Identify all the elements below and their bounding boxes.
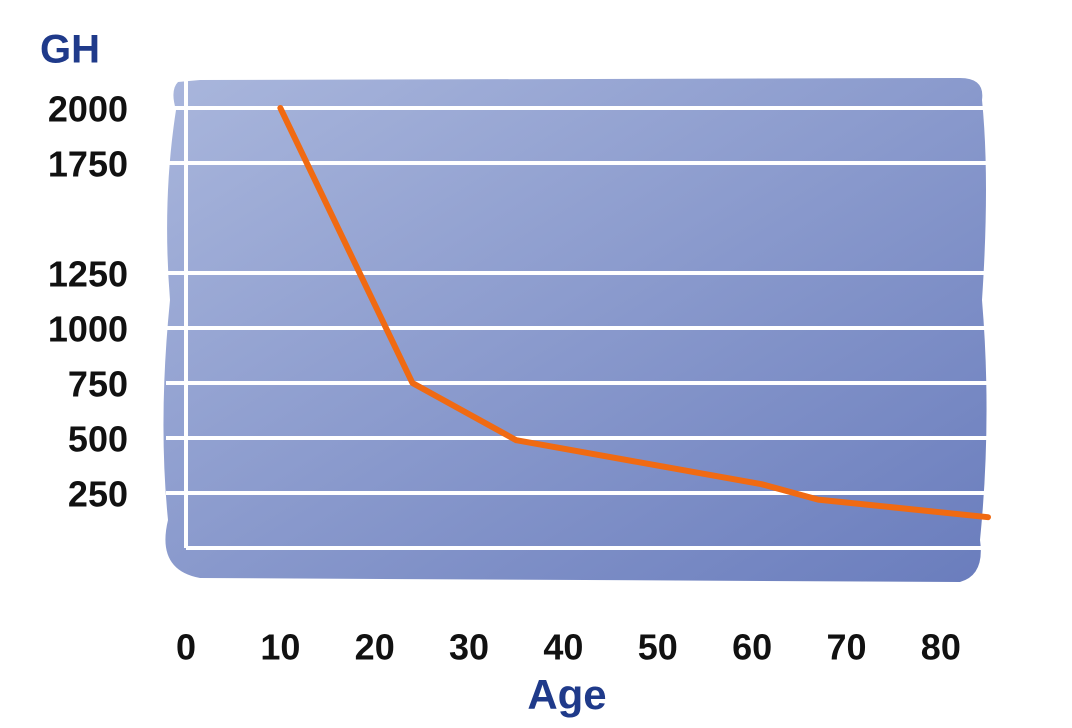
- x-tick-label: 10: [260, 627, 300, 668]
- y-tick-label: 1250: [48, 254, 128, 295]
- x-tick-label: 80: [921, 627, 961, 668]
- data-line: [277, 105, 991, 521]
- y-tick-label: 500: [68, 419, 128, 460]
- x-tick-label: 0: [176, 627, 196, 668]
- y-tick-label: 2000: [48, 89, 128, 130]
- chart-title: GH: [40, 28, 100, 72]
- y-tick-label: 750: [68, 364, 128, 405]
- y-tick-label: 1000: [48, 309, 128, 350]
- y-tick-label: 1750: [48, 144, 128, 185]
- x-tick-label: 70: [826, 627, 866, 668]
- x-tick-label: 40: [543, 627, 583, 668]
- x-tick-label: 50: [638, 627, 678, 668]
- x-tick-label: 60: [732, 627, 772, 668]
- x-axis-label: Age: [527, 671, 606, 718]
- x-tick-label: 30: [449, 627, 489, 668]
- y-tick-label: 250: [68, 474, 128, 515]
- x-tick-label: 20: [355, 627, 395, 668]
